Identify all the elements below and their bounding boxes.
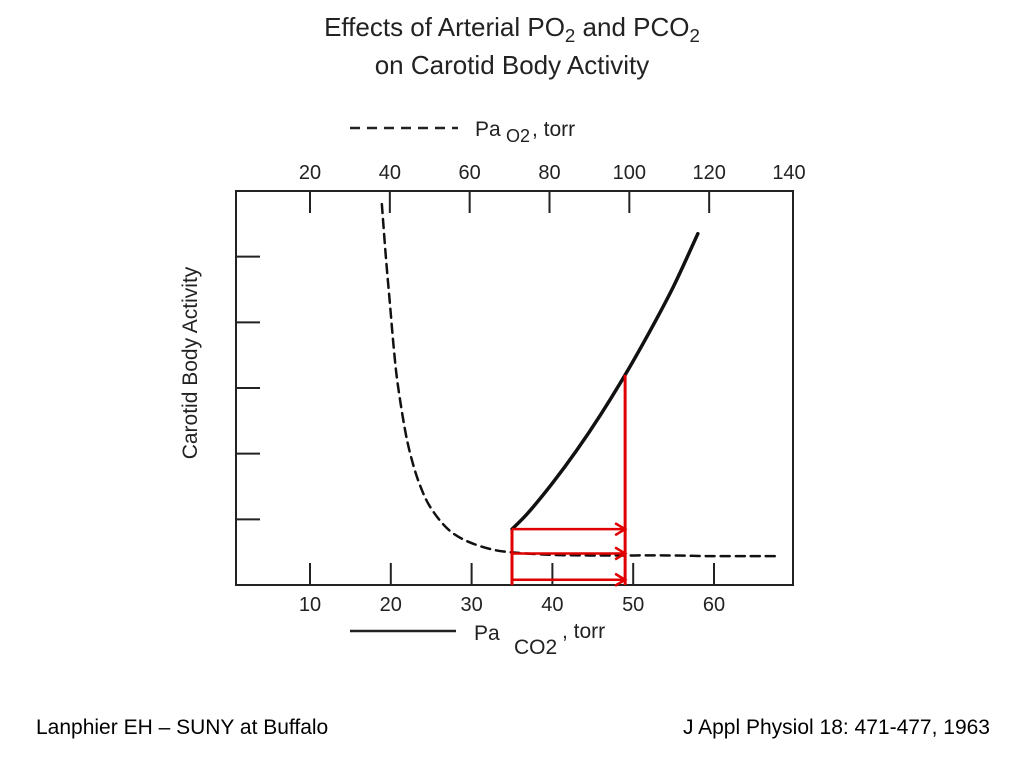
chart-title-line-1: Effects of Arterial PO2 and PCO2 — [0, 12, 1024, 47]
red-arrow-head — [614, 522, 628, 537]
legend-pao2: Pa O2 , torr — [350, 118, 575, 146]
bottom-tick-label: 10 — [299, 594, 321, 616]
legend-pao2-sub: O2 — [506, 126, 530, 146]
bottom-tick-label: 30 — [460, 594, 482, 616]
legend-paco2: Pa CO2 , torr — [350, 620, 605, 659]
legend-pao2-unit: , torr — [532, 118, 575, 141]
footer-citation: J Appl Physiol 18: 471-477, 1963 — [682, 716, 990, 739]
y-axis-label: Carotid Body Activity — [179, 266, 202, 459]
top-axis-ticks: 20 40 60 80 100 120 140 — [299, 162, 806, 213]
legend-paco2-unit: , torr — [562, 620, 605, 643]
bottom-tick-label: 60 — [703, 594, 725, 616]
bottom-tick-label: 20 — [380, 594, 402, 616]
top-tick-label: 120 — [692, 162, 725, 184]
title-part-po: Effects of Arterial PO — [324, 12, 565, 42]
bottom-axis-ticks: 10 20 30 40 50 60 — [299, 563, 725, 616]
bottom-tick-label: 50 — [622, 594, 644, 616]
pao2-dashed-curve — [380, 202, 779, 558]
top-tick-label: 80 — [538, 162, 560, 184]
legend-paco2-main: Pa — [474, 622, 500, 645]
top-tick-label: 40 — [379, 162, 401, 184]
top-tick-label: 60 — [459, 162, 481, 184]
footer-author: Lanphier EH – SUNY at Buffalo — [36, 716, 329, 739]
red-arrow-head — [614, 546, 628, 561]
red-arrow-head — [614, 572, 628, 587]
title-part-pco: and PCO — [575, 12, 690, 42]
title-sub-o2: 2 — [564, 25, 576, 47]
chart-title-line-2: on Carotid Body Activity — [374, 50, 650, 80]
series-layer — [380, 202, 779, 558]
top-tick-label: 100 — [613, 162, 646, 184]
legend-pao2-main: Pa — [475, 118, 501, 141]
top-tick-label: 140 — [772, 162, 805, 184]
y-axis-ticks — [236, 255, 260, 521]
bottom-tick-label: 40 — [541, 594, 563, 616]
top-tick-label: 20 — [299, 162, 321, 184]
paco2-solid-curve — [510, 231, 700, 531]
legend-paco2-sub: CO2 — [514, 636, 557, 659]
title-sub-co2: 2 — [689, 25, 700, 47]
annotation-layer — [510, 374, 628, 587]
